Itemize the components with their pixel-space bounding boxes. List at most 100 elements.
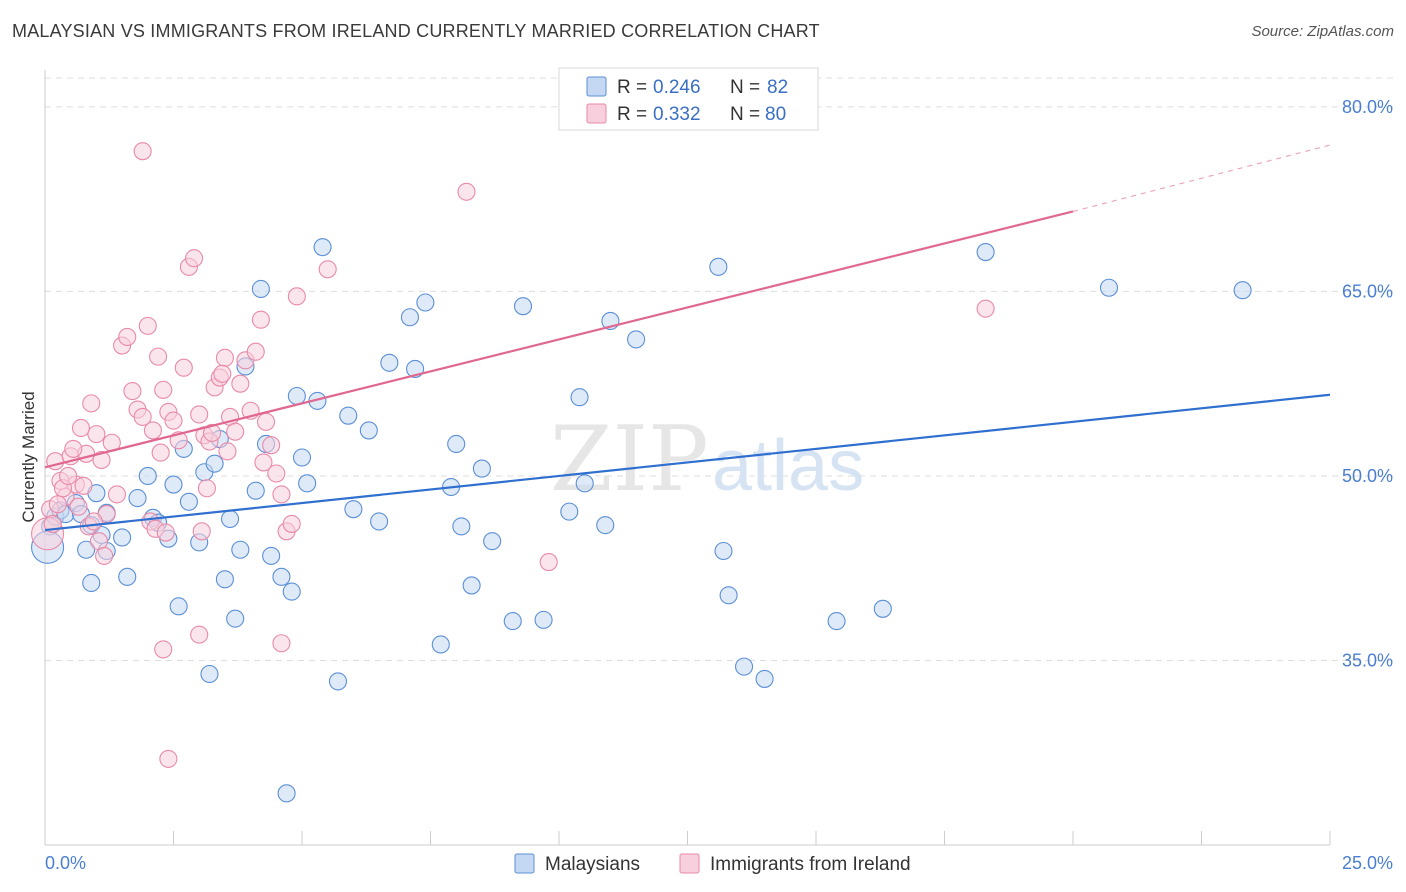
ireland-point-47	[282, 514, 301, 533]
malaysian-point-77	[1233, 281, 1252, 300]
malaysian-point-70	[719, 586, 738, 605]
ireland-point-78	[218, 442, 237, 461]
malaysian-point-63	[570, 388, 589, 407]
x-ticks	[44, 831, 1331, 845]
y-tick-label-80: 80.0%	[1342, 97, 1393, 117]
legend-n-label-2: N =	[730, 104, 760, 125]
x-tick-label-max: 25.0%	[1342, 853, 1393, 873]
ireland-point-45	[272, 485, 291, 504]
ireland-point-54	[154, 640, 173, 659]
malaysian-point-30	[246, 481, 265, 500]
malaysian-point-36	[292, 448, 312, 467]
ireland-point-51	[457, 182, 476, 201]
legend-n-value-2: 80	[765, 104, 786, 125]
malaysian-point-33	[272, 567, 291, 586]
malaysian-point-47	[370, 512, 389, 531]
ireland-point-62	[59, 466, 78, 486]
ireland-point-69	[95, 546, 114, 565]
y-tick-labels: 35.0% 50.0% 65.0% 80.0%	[1342, 97, 1393, 671]
legend-r-label-2: R =	[617, 104, 647, 125]
ireland-point-79	[254, 453, 273, 472]
malaysian-point-14	[82, 573, 101, 593]
malaysian-point-68	[709, 257, 728, 276]
malaysian-point-56	[462, 576, 481, 595]
malaysian-point-58	[483, 532, 502, 551]
ireland-point-24	[164, 411, 183, 430]
legend-swatch-blue	[586, 76, 607, 97]
ireland-point-76	[203, 423, 222, 442]
malaysian-point-48	[380, 353, 399, 372]
y-tick-label-35: 35.0%	[1342, 650, 1393, 670]
malaysian-point-67	[627, 330, 646, 349]
malaysian-point-60	[513, 297, 533, 316]
ireland-point-55	[190, 625, 209, 644]
legend-r-value-1: 0.246	[653, 77, 701, 98]
malaysian-point-74	[873, 599, 892, 618]
malaysian-point-26	[220, 509, 240, 529]
series-malaysians	[31, 238, 1252, 803]
malaysian-point-25	[215, 570, 234, 589]
ireland-point-73	[156, 523, 175, 542]
malaysian-point-42	[328, 672, 348, 691]
malaysian-point-72	[755, 669, 774, 688]
bottom-legend-swatch-blue	[514, 853, 535, 874]
ireland-point-37	[231, 374, 250, 393]
trend-line-ireland	[44, 210, 1074, 469]
ireland-point-13	[107, 485, 127, 504]
watermark: ZIP atlas	[550, 407, 864, 512]
malaysian-point-76	[1099, 278, 1119, 297]
ireland-point-50	[133, 142, 152, 161]
malaysian-point-28	[231, 540, 250, 559]
series-ireland	[31, 142, 995, 768]
malaysian-point-27	[226, 609, 245, 628]
ireland-point-75	[197, 479, 216, 498]
bottom-legend-label-ireland: Immigrants from Ireland	[710, 854, 911, 875]
malaysian-point-41	[200, 664, 219, 684]
malaysian-point-10	[113, 528, 132, 547]
ireland-point-18	[133, 407, 152, 426]
ireland-point-22	[154, 380, 173, 399]
malaysian-point-79	[128, 489, 147, 508]
malaysian-point-11	[118, 567, 137, 586]
malaysian-point-45	[344, 500, 363, 519]
trend-line-malaysians	[44, 393, 1331, 532]
malaysian-point-34	[282, 582, 301, 601]
ireland-point-20	[143, 421, 162, 440]
malaysian-point-75	[976, 243, 995, 262]
ireland-point-10	[92, 450, 111, 470]
malaysian-point-51	[416, 293, 435, 312]
ireland-point-8	[82, 394, 101, 413]
ireland-point-43	[262, 436, 281, 455]
ireland-point-57	[159, 749, 178, 768]
malaysian-point-46	[359, 421, 378, 440]
legend-r-label-1: R =	[617, 77, 647, 98]
malaysian-point-24	[205, 454, 224, 473]
malaysian-point-37	[298, 474, 317, 493]
ireland-point-9	[87, 425, 106, 444]
ireland-point-56	[272, 634, 291, 653]
ireland-point-16	[123, 382, 142, 401]
malaysian-point-55	[452, 517, 471, 536]
legend-n-label-1: N =	[730, 77, 760, 98]
ireland-point-60	[48, 495, 67, 514]
ireland-point-15	[118, 327, 137, 346]
y-tick-label-65: 65.0%	[1342, 281, 1393, 301]
malaysian-point-54	[447, 434, 466, 454]
legend-swatch-pink	[586, 103, 607, 124]
ireland-point-74	[192, 522, 211, 541]
bottom-legend-label-malaysians: Malaysians	[545, 854, 640, 875]
ireland-point-53	[976, 299, 995, 318]
ireland-point-28	[185, 249, 204, 268]
malaysian-point-49	[400, 308, 419, 327]
watermark-atlas: atlas	[712, 426, 864, 506]
ireland-point-6	[71, 418, 91, 438]
ireland-point-19	[138, 316, 157, 335]
bottom-legend: Malaysians Immigrants from Ireland	[514, 853, 911, 875]
malaysian-point-21	[179, 492, 198, 511]
malaysian-point-43	[277, 784, 296, 803]
ireland-point-63	[64, 439, 83, 458]
malaysian-point-71	[734, 657, 754, 676]
malaysian-point-44	[339, 406, 358, 425]
malaysian-point-62	[560, 502, 579, 521]
ireland-point-21	[149, 347, 168, 366]
